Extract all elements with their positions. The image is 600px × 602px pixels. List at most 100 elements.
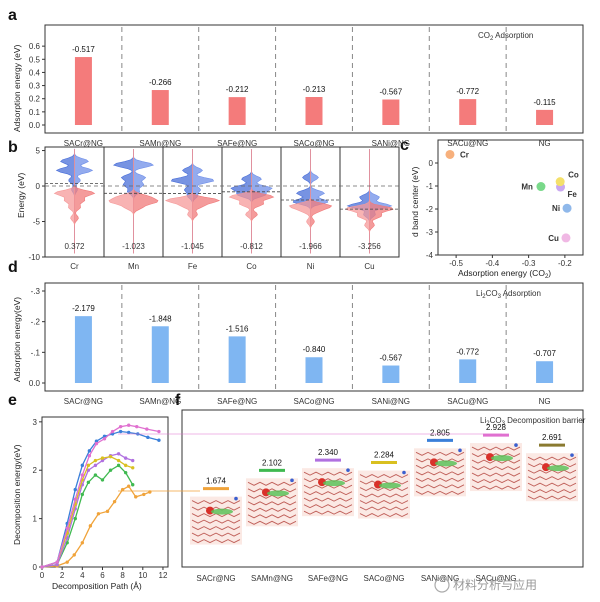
panel-e-point-cu [73, 497, 77, 501]
panel-b-dband-value: 0.372 [64, 242, 85, 251]
panel-a-ytick-label: 0.3 [29, 82, 41, 91]
panel-b-dos-red-left-ni [288, 149, 311, 254]
panel-e-point-cu [126, 423, 131, 427]
panel-a-value-label: -0.567 [380, 88, 403, 97]
panel-e-point-cr [80, 541, 85, 545]
panel-e-ytick-label: 3 [33, 418, 38, 427]
panel-a-bar-sacr-ng [74, 57, 92, 125]
panel-d-bar-sacu-ng [459, 359, 477, 383]
panel-label-c: c [400, 137, 409, 154]
panel-f-lattice-row [471, 472, 521, 477]
panel-f-category-label: SAMn@NG [251, 574, 293, 583]
panel-e-chart: Decomposition energy(eV) Decomposition P… [12, 416, 169, 591]
panel-f-lattice-row [247, 488, 297, 493]
panel-e-series-ni [41, 430, 160, 568]
panel-e-series-cu [41, 424, 160, 568]
panel-a-value-label: -0.115 [534, 98, 557, 107]
watermark-icon [434, 577, 450, 593]
panel-b-dos-red-left-cr [53, 149, 75, 254]
panel-f-lattice-row [303, 478, 353, 483]
panel-f-lattice-row [415, 477, 465, 482]
panel-d-category-label: SANi@NG [372, 397, 410, 406]
panel-f-lattice-row [415, 458, 465, 463]
panel-b-metal-label: Cu [364, 262, 374, 271]
panel-f-level-value: 2.928 [486, 423, 507, 432]
panel-c-point-label: Fe [568, 190, 578, 199]
panel-f-lattice-row [247, 514, 297, 519]
panel-e-point-mn [100, 478, 105, 482]
panel-d-bar-ng [536, 361, 554, 383]
panel-e-xtick-label: 2 [60, 571, 65, 580]
panel-c-xlabel: Adsorption energy (CO2) [458, 268, 551, 280]
panel-a-category-label: SAMn@NG [139, 139, 181, 148]
panel-e-point-cu [102, 437, 107, 441]
panel-e-xtick-label: 10 [138, 571, 147, 580]
panel-d-annotation: Li2CO3 Adsorption [476, 289, 541, 300]
panel-a-value-label: -0.213 [303, 85, 326, 94]
panel-c-point-cu [561, 233, 571, 243]
panel-d-chart: Li2CO3 Adsorption Adsorption energy(eV) … [12, 282, 584, 406]
panel-a-category-label: SANi@NG [372, 139, 410, 148]
panel-f-level-value: 2.102 [262, 458, 283, 467]
panel-a-ytick-label: 0.4 [29, 68, 41, 77]
panel-f-li-atom [402, 470, 406, 475]
panel-e-xtick-label: 0 [40, 571, 45, 580]
panel-e-point-cr [142, 492, 146, 497]
panel-d-value-label: -1.516 [226, 324, 249, 333]
panel-b-dos-blue-cu [346, 149, 370, 254]
panel-a-chart: CO2 Adsorption Adsorption energy (eV) 0.… [12, 24, 584, 148]
panel-a-bar-sacu-ng [459, 99, 477, 125]
panel-label-f: f [175, 392, 181, 409]
panel-e-point-mn [80, 492, 85, 497]
panel-a-category-label: SACo@NG [293, 139, 334, 148]
panel-f-lattice-row [415, 490, 465, 495]
panel-f-li2co3-molecule [491, 455, 513, 462]
panel-e-point-co [116, 458, 121, 463]
watermark: 材料分析与应用 [434, 577, 537, 593]
panel-b-ytick-label: 0 [36, 182, 41, 191]
panel-e-point-fe [116, 452, 121, 456]
panel-f-lattice-row [527, 489, 577, 494]
panel-f-category-label: SACr@NG [196, 574, 235, 583]
panel-c-point-label: Co [568, 171, 579, 180]
panel-f-chart: Li2CO3 Decomposition barrier 1.674 2.102 2… [181, 409, 586, 583]
panel-e-point-cu [110, 429, 115, 434]
panel-b-dos-red-left-mn [108, 149, 134, 254]
panel-f-lattice-row [471, 485, 521, 490]
panel-d-category-label: NG [539, 397, 551, 406]
panel-e-point-cu [80, 473, 85, 477]
panel-f-li-atom [290, 478, 294, 483]
panel-f-structure-1 [246, 478, 298, 527]
panel-f-lattice-row [247, 507, 297, 512]
panel-f-lattice-row [415, 471, 465, 476]
panel-e-point-cu [145, 427, 149, 431]
panel-f-level-value: 2.691 [542, 433, 563, 442]
panel-c-point-label: Cu [548, 234, 559, 243]
panel-d-category-label: SACu@NG [447, 397, 488, 406]
panel-a-value-label: -0.772 [456, 87, 479, 96]
panel-e-point-cr [72, 553, 76, 557]
panel-b-metal-label: Mn [128, 262, 139, 271]
panel-c-point-co [555, 177, 565, 187]
panel-f-lattice-row [471, 479, 521, 484]
panel-a-bar-samn-ng [151, 90, 169, 125]
panel-e-point-cu [157, 429, 161, 434]
panel-e-point-co [123, 463, 128, 468]
panel-e-point-cr [96, 512, 101, 516]
panel-c-point-label: Mn [521, 183, 533, 192]
panel-b-dos-red-left-fe [164, 149, 193, 254]
panel-c-xtick-label: -0.4 [485, 259, 499, 268]
panel-f-structure-2 [302, 468, 354, 517]
watermark-text: 材料分析与应用 [453, 577, 537, 592]
panel-e-point-ni [157, 438, 161, 442]
panel-f-li-atom [570, 453, 574, 457]
panel-a-bar-ng [536, 109, 554, 125]
panel-f-lattice-row [303, 497, 353, 502]
panel-f-structure-5 [470, 443, 522, 492]
panel-b-dos-red-co [251, 149, 275, 254]
panel-f-lattice-row [359, 480, 409, 485]
panel-b-metal-label: Co [246, 262, 257, 271]
panel-c-point-cr [445, 149, 455, 159]
panel-d-value-label: -1.848 [149, 314, 172, 323]
panel-e-point-cu [118, 424, 123, 429]
